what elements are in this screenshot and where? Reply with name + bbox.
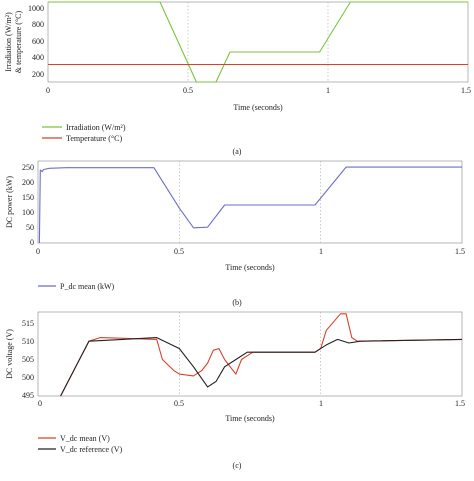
legend-label: Temperature (°C) xyxy=(66,134,123,143)
x-tick-label: 1.5 xyxy=(455,247,465,256)
x-tick-label: 1.5 xyxy=(461,86,471,95)
x-ticks-a: 0 0.5 1 1.5 xyxy=(46,86,471,95)
caption-b: (b) xyxy=(232,298,242,307)
y-tick-label: 1000 xyxy=(28,4,44,13)
panel-b: 250 200 150 100 50 0 0 0.5 1 1.5 Time (s… xyxy=(5,160,465,307)
grid-a xyxy=(187,2,329,82)
legend-b: P_dc mean (kW) xyxy=(38,282,115,291)
x-tick-label: 1 xyxy=(319,399,323,408)
series-a xyxy=(48,1,468,83)
y-tick-label: 510 xyxy=(22,337,34,346)
y-ticks-a: 1000 800 600 400 200 xyxy=(28,4,44,79)
legend-label: P_dc mean (kW) xyxy=(60,282,115,291)
x-tick-label: 0.5 xyxy=(183,86,193,95)
plot-area-a xyxy=(47,1,469,83)
y-tick-label: 50 xyxy=(26,223,34,232)
x-ticks-b: 0 0.5 1 1.5 xyxy=(36,247,465,256)
x-tick-label: 0.5 xyxy=(174,399,184,408)
grid-c xyxy=(179,312,321,396)
y-tick-label: 505 xyxy=(22,355,34,364)
legend-label: V_dc reference (V) xyxy=(60,445,123,454)
series-b xyxy=(38,166,462,244)
y-axis-label-c: DC voltage (V) xyxy=(5,329,14,379)
panel-a: 1000 800 600 400 200 0 0.5 1 1.5 Time (s… xyxy=(4,1,471,156)
series-c xyxy=(60,313,463,397)
legend-label: V_dc mean (V) xyxy=(60,434,110,443)
x-tick-label: 1.5 xyxy=(455,399,465,408)
y-tick-label: 515 xyxy=(22,319,34,328)
x-axis-label-b: Time (seconds) xyxy=(225,263,275,272)
y-ticks-c: 515 510 505 500 495 xyxy=(22,319,34,400)
x-tick-label: 0 xyxy=(46,86,50,95)
y-tick-label: 495 xyxy=(22,391,34,400)
y-tick-label: 400 xyxy=(32,53,44,62)
y-tick-label: 800 xyxy=(32,20,44,29)
y-tick-label: 250 xyxy=(22,163,34,172)
y-tick-label: 100 xyxy=(22,208,34,217)
x-tick-label: 0 xyxy=(36,247,40,256)
caption-c: (c) xyxy=(233,461,242,470)
series-line-1 xyxy=(60,313,463,397)
x-tick-label: 0.5 xyxy=(174,247,184,256)
legend-a: Irradiation (W/m²) Temperature (°C) xyxy=(42,123,126,143)
y-axis-label-a-line1: Irradiation (W/m²) xyxy=(4,12,13,72)
y-axis-label-a-line2: & temperature (°C) xyxy=(14,11,23,74)
y-tick-label: 200 xyxy=(32,70,44,79)
y-tick-label: 500 xyxy=(22,373,34,382)
plot-area-c xyxy=(37,311,463,397)
series-line-1 xyxy=(48,1,468,83)
x-tick-label: 1 xyxy=(319,247,323,256)
legend-c: V_dc mean (V) V_dc reference (V) xyxy=(38,434,123,454)
legend-label: Irradiation (W/m²) xyxy=(66,123,126,132)
y-tick-label: 200 xyxy=(22,178,34,187)
x-axis-label-c: Time (seconds) xyxy=(225,414,275,423)
panel-c: 515 510 505 500 495 0 0.5 1 1.5 Time (se… xyxy=(5,311,465,470)
grid-b xyxy=(179,161,321,243)
x-tick-label: 1 xyxy=(326,86,330,95)
y-ticks-b: 250 200 150 100 50 0 xyxy=(22,163,34,247)
y-tick-label: 0 xyxy=(30,238,34,247)
plot-area-b xyxy=(37,160,463,244)
series-line-2 xyxy=(60,337,463,397)
x-axis-label-a: Time (seconds) xyxy=(233,103,283,112)
caption-a: (a) xyxy=(233,147,242,156)
y-tick-label: 150 xyxy=(22,193,34,202)
x-tick-label: 0 xyxy=(38,399,42,408)
x-ticks-c: 0 0.5 1 1.5 xyxy=(38,399,465,408)
y-axis-label-b: DC power (kW) xyxy=(5,176,14,228)
y-tick-label: 600 xyxy=(32,37,44,46)
series-line-1 xyxy=(38,166,462,244)
